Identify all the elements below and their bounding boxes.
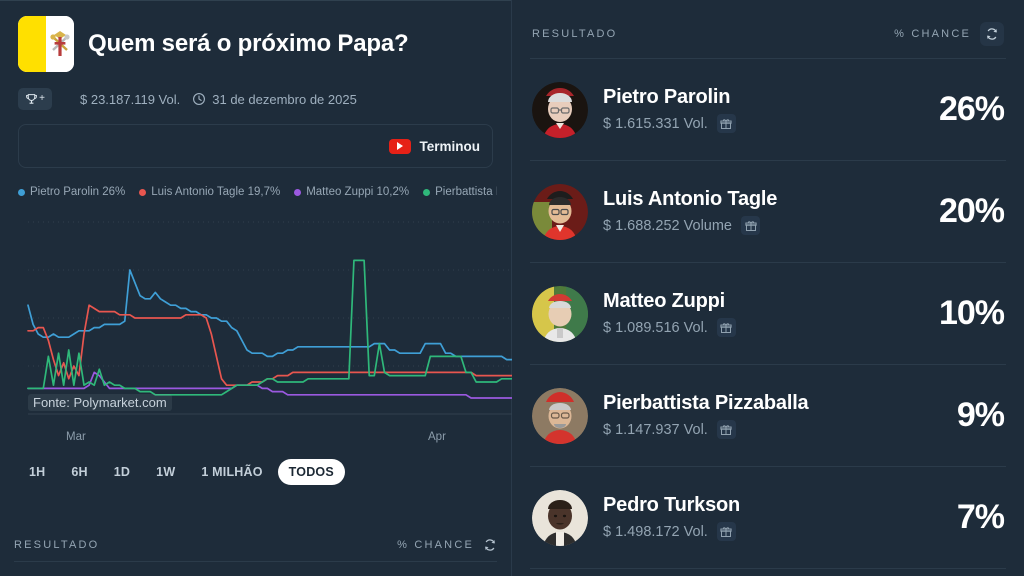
outcome-volume-group: $ 1.089.516 Vol.	[603, 318, 924, 337]
legend-dot-icon	[139, 188, 147, 196]
outcome-row[interactable]: Matteo Zuppi $ 1.089.516 Vol. 10%	[530, 263, 1006, 365]
chance-column-label: % CHANCE	[397, 539, 474, 551]
outcome-chance: 20%	[938, 192, 1005, 230]
youtube-icon	[388, 138, 411, 154]
outcome-name: Pedro Turkson	[603, 494, 741, 516]
outcome-row[interactable]: Pedro Turkson $ 1.498.172 Vol. 7%	[530, 467, 1006, 569]
outcome-chance: 26%	[938, 90, 1005, 128]
legend-dot-icon	[294, 188, 302, 196]
range-button-1-milhao[interactable]: 1 MILHÃO	[201, 465, 263, 479]
outcome-volume: $ 1.615.331 Vol.	[603, 115, 708, 132]
avatar	[532, 183, 588, 240]
legend-label: Pierbattista P	[435, 186, 497, 198]
outcome-volume-group: $ 1.615.331 Vol.	[603, 114, 924, 133]
outcome-column-label: RESULTADO	[14, 539, 100, 551]
legend-label: Pietro Parolin 26%	[30, 186, 126, 198]
chart-canvas	[27, 221, 523, 415]
market-header: Quem será o próximo Papa?	[14, 0, 497, 72]
outcome-column-label: RESULTADO	[532, 28, 618, 40]
range-button-1d[interactable]: 1D	[113, 465, 131, 479]
outcome-info: Pierbattista Pizzaballa $ 1.147.937 Vol.	[603, 392, 942, 439]
outcome-volume: $ 1.498.172 Vol.	[603, 523, 708, 540]
range-button-1w[interactable]: 1W	[156, 465, 176, 479]
market-title: Quem será o próximo Papa?	[88, 30, 409, 58]
outcome-volume: $ 1.688.252 Volume	[603, 217, 732, 234]
market-chart-panel: Quem será o próximo Papa? + $ 23.187.119…	[0, 0, 523, 576]
price-history-chart[interactable]: Fonte: Polymarket.com	[14, 214, 523, 429]
clock-icon	[192, 92, 206, 106]
outcome-info: Luis Antonio Tagle $ 1.688.252 Volume	[603, 188, 924, 235]
market-meta: + $ 23.187.119 Vol. 31 de dezembro de 20…	[14, 72, 497, 110]
outcomes-table-header: RESULTADO % CHANCE	[530, 0, 1006, 59]
gift-icon[interactable]	[716, 522, 736, 541]
outcome-name: Pietro Parolin	[603, 86, 731, 108]
refresh-icon[interactable]	[483, 538, 497, 552]
outcome-info: Pietro Parolin $ 1.615.331 Vol.	[603, 86, 924, 133]
chance-column-group: % CHANCE	[894, 22, 1004, 46]
outcome-row[interactable]: Pierbattista Pizzaballa $ 1.147.937 Vol.…	[530, 365, 1006, 467]
legend-label: Luis Antonio Tagle 19,7%	[151, 186, 281, 198]
chance-column-group: % CHANCE	[397, 538, 497, 552]
avatar	[532, 489, 588, 546]
legend-item-2[interactable]: Matteo Zuppi 10,2%	[294, 186, 409, 198]
outcome-name: Luis Antonio Tagle	[603, 188, 778, 210]
avatar	[532, 285, 588, 342]
legend-dot-icon	[18, 188, 25, 196]
time-range-selector: 1H 6H 1D 1W 1 MILHÃO TODOS	[14, 451, 497, 485]
outcome-volume-group: $ 1.688.252 Volume	[603, 216, 924, 235]
gift-icon[interactable]	[741, 216, 760, 235]
chart-legend: Pietro Parolin 26% Luis Antonio Tagle 19…	[14, 168, 497, 198]
avatar	[532, 387, 588, 444]
outcome-volume: $ 1.147.937 Vol.	[603, 421, 708, 438]
outcome-volume-group: $ 1.498.172 Vol.	[603, 522, 942, 541]
legend-item-3[interactable]: Pierbattista P	[423, 186, 497, 198]
chart-watermark: Fonte: Polymarket.com	[28, 394, 172, 411]
legend-dot-icon	[423, 188, 431, 196]
outcome-row[interactable]: Pietro Parolin $ 1.615.331 Vol. 26%	[530, 59, 1006, 161]
market-volume: $ 23.187.119 Vol.	[80, 91, 181, 107]
vatican-flag-icon	[18, 16, 74, 72]
market-end-date: 31 de dezembro de 2025	[212, 91, 357, 107]
trophy-plus-icon[interactable]: +	[18, 88, 52, 110]
video-banner[interactable]: Terminou	[18, 124, 493, 168]
range-button-6h[interactable]: 6H	[71, 465, 88, 479]
legend-label: Matteo Zuppi 10,2%	[306, 186, 410, 198]
left-table-header: RESULTADO % CHANCE	[14, 538, 497, 562]
outcome-info: Pedro Turkson $ 1.498.172 Vol.	[603, 494, 942, 541]
video-status-label: Terminou	[419, 138, 481, 154]
gift-icon[interactable]	[716, 420, 736, 439]
outcome-chance: 7%	[956, 498, 1005, 536]
range-button-todos[interactable]: TODOS	[277, 459, 345, 485]
outcome-name: Pierbattista Pizzaballa	[603, 392, 809, 414]
gift-icon[interactable]	[716, 114, 736, 133]
chart-x-axis: Mar Apr	[14, 429, 497, 451]
outcome-chance: 9%	[956, 396, 1005, 434]
x-tick-label-1: Apr	[428, 431, 446, 443]
legend-item-1[interactable]: Luis Antonio Tagle 19,7%	[139, 186, 280, 198]
outcome-volume-group: $ 1.147.937 Vol.	[603, 420, 942, 439]
gift-icon[interactable]	[716, 318, 736, 337]
outcome-info: Matteo Zuppi $ 1.089.516 Vol.	[603, 290, 924, 337]
legend-item-0[interactable]: Pietro Parolin 26%	[18, 186, 125, 198]
top-divider	[0, 0, 511, 1]
outcome-chance: 10%	[938, 294, 1005, 332]
outcomes-panel: RESULTADO % CHANCE	[512, 0, 1024, 576]
avatar	[532, 81, 588, 138]
outcome-row[interactable]: Luis Antonio Tagle $ 1.688.252 Volume 20…	[530, 161, 1006, 263]
chance-column-label: % CHANCE	[894, 28, 971, 40]
x-tick-label-0: Mar	[66, 431, 86, 443]
outcome-volume: $ 1.089.516 Vol.	[603, 319, 708, 336]
market-end-date-group: 31 de dezembro de 2025	[192, 92, 357, 107]
outcome-name: Matteo Zuppi	[603, 290, 726, 312]
range-button-1h[interactable]: 1H	[29, 465, 46, 479]
refresh-icon[interactable]	[980, 22, 1004, 46]
